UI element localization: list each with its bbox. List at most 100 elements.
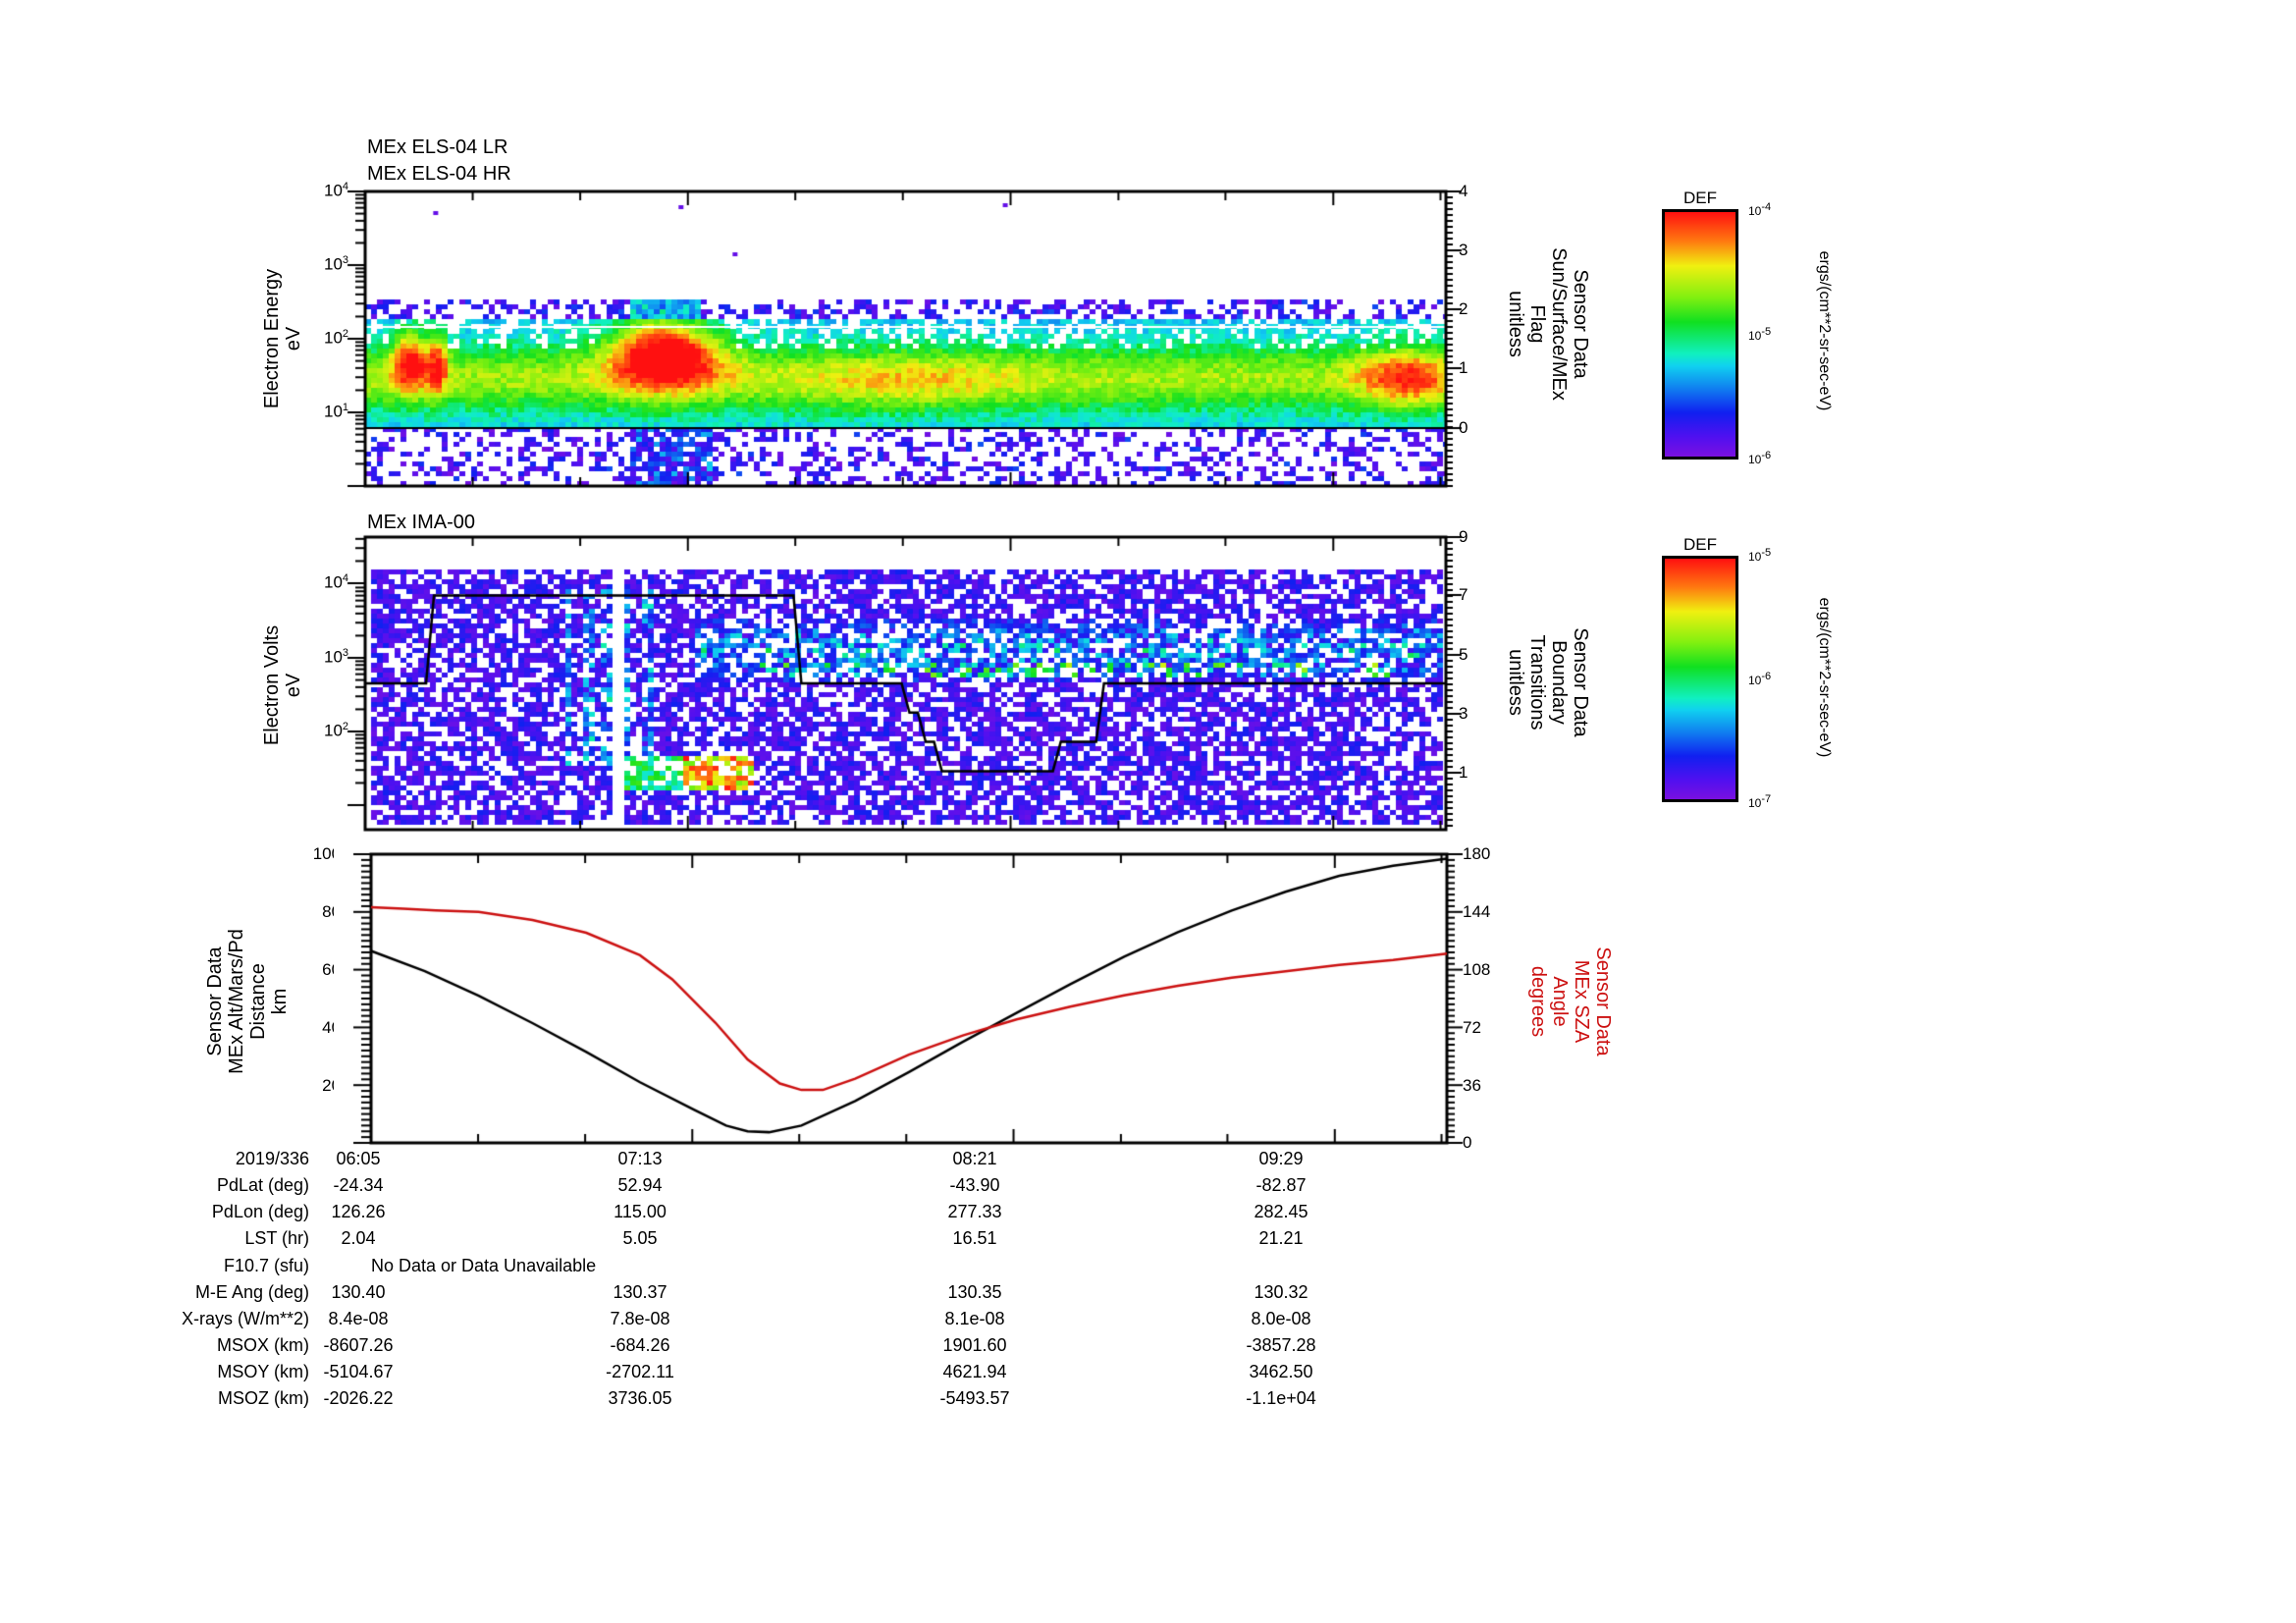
- ephemeris-cell: 7.8e-08: [610, 1309, 670, 1328]
- axis-label-line: Sensor Data: [1592, 947, 1614, 1056]
- ephemeris-row-label: LST (hr): [244, 1228, 309, 1248]
- ephemeris-cell: 21.21: [1258, 1228, 1304, 1248]
- axis-label-line: Boundary: [1548, 640, 1570, 725]
- bottom-rtick-36: 36: [1463, 1076, 1481, 1095]
- top-panel-title-2: MEx ELS-04 HR: [367, 163, 511, 185]
- ephemeris-row-label: M-E Ang (deg): [194, 1282, 309, 1302]
- ephemeris-cell: -8607.26: [323, 1335, 394, 1355]
- axis-label-line: MEx Alt/Mars/Pd: [226, 929, 247, 1074]
- top-colorbar-max: 10-4: [1748, 201, 1772, 218]
- ephemeris-cell: 1901.60: [942, 1335, 1007, 1355]
- top-rtick-1: 1: [1459, 358, 1468, 377]
- axis-label-line: eV: [283, 673, 304, 698]
- top-rtick-3: 3: [1459, 241, 1468, 259]
- bottom-line-chart: [334, 844, 1472, 1159]
- top-right-axis-label: Sensor Data Sun/Surface/MEx Flag unitles…: [1505, 247, 1591, 401]
- axis-label-line: Sensor Data: [1570, 269, 1591, 379]
- top-colorbar-title: DEF: [1683, 189, 1717, 207]
- ephemeris-cell: -2026.22: [323, 1388, 394, 1408]
- top-rtick-2: 2: [1459, 299, 1468, 318]
- ephemeris-cell: 130.32: [1254, 1282, 1308, 1302]
- axis-label-line: Flag: [1526, 304, 1548, 344]
- bottom-left-axis-label: Sensor Data MEx Alt/Mars/Pd Distance km: [204, 929, 291, 1074]
- ephemeris-cell: 52.94: [617, 1175, 663, 1195]
- middle-colorbar-title: DEF: [1683, 535, 1717, 554]
- time-axis-date: 2019/336: [235, 1149, 309, 1168]
- ephemeris-cell: 8.4e-08: [328, 1309, 389, 1328]
- axis-label-line: Transitions: [1526, 634, 1548, 730]
- time-tick-0: 06:05: [336, 1149, 381, 1168]
- middle-colorbar: [1662, 556, 1738, 802]
- ephemeris-cell: -2702.11: [606, 1362, 674, 1381]
- bottom-right-axis-label: Sensor Data MEx SZA Angle degrees: [1527, 947, 1614, 1055]
- ephemeris-cell: 5.05: [622, 1228, 658, 1248]
- top-axes-ticks: [334, 182, 1472, 496]
- axis-label-line: degrees: [1527, 965, 1549, 1038]
- middle-colorbar-min: 10-7: [1748, 793, 1772, 810]
- top-rtick-4: 4: [1459, 182, 1468, 200]
- axis-label-line: Sun/Surface/MEx: [1548, 247, 1570, 401]
- middle-rtick-1: 1: [1459, 763, 1468, 782]
- ephemeris-cell: 130.37: [613, 1282, 667, 1302]
- axis-label-line: Angle: [1549, 976, 1571, 1027]
- middle-rtick-7: 7: [1459, 585, 1468, 604]
- ephemeris-cell: 8.0e-08: [1251, 1309, 1311, 1328]
- ephemeris-cell: 8.1e-08: [944, 1309, 1005, 1328]
- top-colorbar-unit: ergs/(cm**2-sr-sec-eV): [1816, 250, 1833, 411]
- axis-label-line: Electron Energy: [261, 268, 283, 409]
- ephemeris-cell: -1.1e+04: [1246, 1388, 1316, 1408]
- time-tick-1: 07:13: [617, 1149, 663, 1168]
- ephemeris-cell: 130.35: [947, 1282, 1002, 1302]
- top-rtick-0: 0: [1459, 418, 1468, 437]
- bottom-rtick-0: 0: [1463, 1133, 1472, 1152]
- ephemeris-row-label: F10.7 (sfu): [223, 1256, 309, 1275]
- top-colorbar: [1662, 209, 1738, 460]
- top-left-axis-label: Electron Energy eV: [261, 269, 304, 408]
- middle-axes-ticks: [334, 527, 1472, 841]
- axis-label-line: Distance: [247, 963, 269, 1040]
- ephemeris-row-label: PdLon (deg): [211, 1202, 309, 1221]
- ephemeris-row-span-text: No Data or Data Unavailable: [371, 1256, 597, 1275]
- top-panel-title-1: MEx ELS-04 LR: [367, 136, 508, 158]
- axis-label-line: Sensor Data: [204, 947, 226, 1056]
- middle-right-axis-label: Sensor Data Boundary Transitions unitles…: [1505, 627, 1591, 736]
- axis-label-line: eV: [283, 326, 304, 352]
- time-tick-3: 09:29: [1258, 1149, 1304, 1168]
- ephemeris-cell: -24.34: [333, 1175, 384, 1195]
- axis-label-line: Sensor Data: [1570, 627, 1591, 737]
- ephemeris-cell: 277.33: [947, 1202, 1002, 1221]
- middle-colorbar-mid: 10-6: [1748, 671, 1772, 687]
- ephemeris-row-label: MSOZ (km): [218, 1388, 309, 1408]
- axis-label-line: unitless: [1505, 649, 1526, 716]
- middle-rtick-5: 5: [1459, 645, 1468, 664]
- ephemeris-cell: 282.45: [1254, 1202, 1308, 1221]
- ephemeris-cell: -43.90: [949, 1175, 1000, 1195]
- top-colorbar-mid: 10-5: [1748, 326, 1772, 343]
- bottom-rtick-180: 180: [1463, 844, 1491, 863]
- ephemeris-cell: 4621.94: [942, 1362, 1007, 1381]
- axis-label-line: Electron Volts: [261, 624, 283, 746]
- middle-colorbar-unit: ergs/(cm**2-sr-sec-eV): [1816, 597, 1833, 758]
- middle-rtick-9: 9: [1459, 527, 1468, 546]
- axis-label-line: unitless: [1505, 291, 1526, 357]
- ephemeris-cell: -684.26: [610, 1335, 670, 1355]
- bottom-rtick-144: 144: [1463, 902, 1491, 921]
- ephemeris-cell: -82.87: [1255, 1175, 1307, 1195]
- ephemeris-cell: 2.04: [341, 1228, 376, 1248]
- ephemeris-cell: 115.00: [614, 1202, 667, 1221]
- ephemeris-row-label: X-rays (W/m**2): [182, 1309, 309, 1328]
- ephemeris-cell: 3462.50: [1249, 1362, 1313, 1381]
- ephemeris-row-label: MSOX (km): [217, 1335, 309, 1355]
- ephemeris-cell: -5493.57: [939, 1388, 1010, 1408]
- ephemeris-cell: 130.40: [331, 1282, 386, 1302]
- axis-label-line: km: [269, 988, 291, 1015]
- ephemeris-row-label: MSOY (km): [217, 1362, 309, 1381]
- bottom-rtick-72: 72: [1463, 1018, 1481, 1037]
- ephemeris-cell: 16.51: [952, 1228, 997, 1248]
- axis-label-line: MEx SZA: [1571, 959, 1592, 1044]
- bottom-rtick-108: 108: [1463, 960, 1491, 979]
- time-tick-2: 08:21: [952, 1149, 997, 1168]
- ephemeris-cell: -5104.67: [323, 1362, 394, 1381]
- ephemeris-row-label: PdLat (deg): [216, 1175, 309, 1195]
- middle-rtick-3: 3: [1459, 704, 1468, 723]
